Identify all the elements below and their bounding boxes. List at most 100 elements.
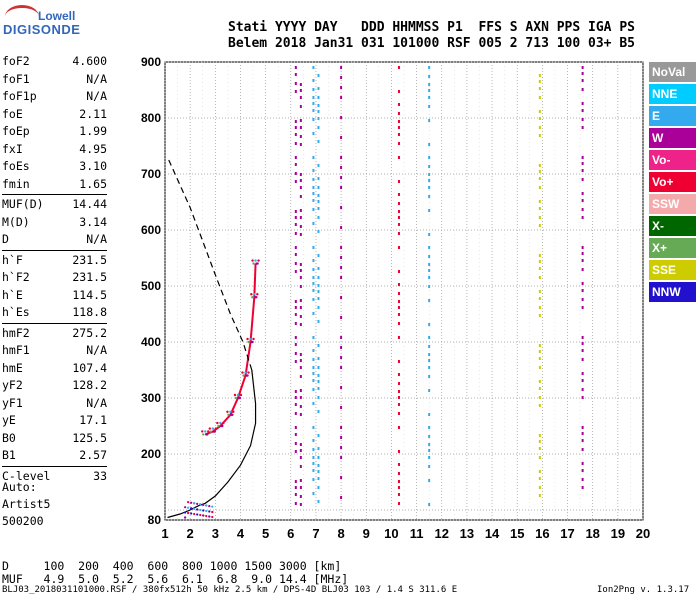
echo-band-dot: [294, 126, 297, 129]
echo-band-dot: [299, 83, 302, 86]
echo-band-dot: [294, 120, 297, 123]
echo-band-dot: [312, 259, 315, 262]
echo-band-dot: [581, 349, 584, 352]
echo-band-dot: [397, 156, 400, 159]
echo-band-dot: [294, 270, 297, 273]
echo-band-dot: [538, 117, 541, 120]
param-row: yF1 N/A: [2, 396, 107, 414]
e-region-point: [211, 515, 214, 519]
param-row: h`F 231.5: [2, 253, 107, 271]
echo-band-dot: [428, 255, 431, 258]
e-region-point: [199, 508, 202, 512]
echo-band-dot: [340, 356, 343, 359]
echo-band-dot: [294, 73, 297, 76]
echo-band-dot: [317, 104, 320, 107]
echo-band-dot: [312, 79, 315, 82]
param-value: 107.4: [72, 360, 107, 375]
echo-band-dot: [581, 358, 584, 361]
legend-item: W: [649, 128, 696, 148]
echo-band-dot: [428, 323, 431, 326]
echo-band-dot: [581, 396, 584, 399]
echo-band-dot: [294, 253, 297, 256]
echo-band-dot: [312, 246, 315, 249]
echo-band-dot: [428, 105, 431, 108]
trace-point: [246, 337, 249, 341]
x-tick-label: 13: [460, 526, 474, 541]
legend-item: NoVal: [649, 62, 696, 82]
echo-band-dot: [317, 87, 320, 90]
param-row: foF1 N/A: [2, 72, 107, 90]
x-tick-label: 5: [262, 526, 269, 541]
trace-point: [237, 396, 241, 400]
echo-band-dot: [299, 96, 302, 99]
echo-band-dot: [299, 465, 302, 468]
trace-point: [229, 410, 232, 413]
trace-point: [201, 430, 204, 433]
trace-point: [253, 293, 256, 296]
e-region-point: [199, 513, 202, 517]
echo-band-dot: [294, 142, 297, 145]
echo-band-dot: [340, 436, 343, 439]
e-region-point: [184, 516, 187, 519]
param-key: hmF2: [2, 325, 30, 340]
echo-band-dot: [294, 306, 297, 309]
echo-band-dot: [294, 426, 297, 429]
echo-band-dot: [294, 412, 297, 415]
echo-band-dot: [294, 450, 297, 453]
param-row: fxI 4.95: [2, 142, 107, 160]
echo-band-dot: [581, 439, 584, 442]
e-region-point: [196, 508, 199, 511]
echo-band-dot: [340, 116, 343, 119]
echo-band-dot: [299, 126, 302, 129]
echo-band-dot: [317, 164, 320, 167]
echo-band-dot: [299, 456, 302, 459]
echo-band-dot: [312, 289, 315, 292]
echo-band-dot: [294, 180, 297, 183]
echo-band-dot: [538, 207, 541, 210]
trace-point: [244, 371, 247, 374]
echo-band-dot: [299, 143, 302, 146]
trace-point: [245, 374, 248, 377]
echo-band-dot: [428, 75, 431, 78]
param-row: hmE 107.4: [2, 361, 107, 379]
echo-band-dot: [317, 396, 320, 399]
param-row: M(D) 3.14: [2, 215, 107, 233]
echo-band-dot: [538, 350, 541, 353]
echo-band-dot: [340, 266, 343, 269]
echo-band-dot: [538, 434, 541, 437]
echo-band-dot: [299, 209, 302, 212]
echo-band-dot: [299, 186, 302, 189]
trace-point: [250, 293, 253, 296]
echo-band-dot: [340, 346, 343, 349]
echo-band-dot: [581, 252, 584, 255]
echo-band-dot: [340, 156, 343, 159]
param-key: yE: [2, 413, 16, 427]
echo-band-dot: [340, 296, 343, 299]
echo-band-dot: [397, 322, 400, 325]
echo-band-dot: [340, 386, 343, 389]
echo-band-dot: [397, 426, 400, 429]
param-separator: [2, 194, 107, 195]
echo-band-dot: [428, 209, 431, 212]
echo-band-dot: [299, 173, 302, 176]
echo-band-dot: [294, 66, 297, 69]
echo-band-dot: [581, 282, 584, 285]
echo-band-dot: [340, 186, 343, 189]
echo-band-dot: [299, 495, 302, 498]
echo-band-dot: [538, 396, 541, 399]
echo-band-dot: [397, 283, 400, 286]
echo-band-dot: [294, 232, 297, 235]
echo-band-dot: [294, 343, 297, 346]
echo-band-dot: [312, 66, 315, 69]
param-key: h`F2: [2, 270, 30, 284]
echo-band-dot: [312, 492, 315, 495]
echo-band-dot: [581, 342, 584, 345]
param-value: 231.5: [72, 252, 107, 267]
trace-point: [249, 337, 252, 341]
echo-band-dot: [397, 403, 400, 406]
param-row: foF1p N/A: [2, 89, 107, 107]
echo-band-dot: [340, 446, 343, 449]
echo-band-dot: [538, 297, 541, 300]
echo-band-dot: [428, 359, 431, 362]
